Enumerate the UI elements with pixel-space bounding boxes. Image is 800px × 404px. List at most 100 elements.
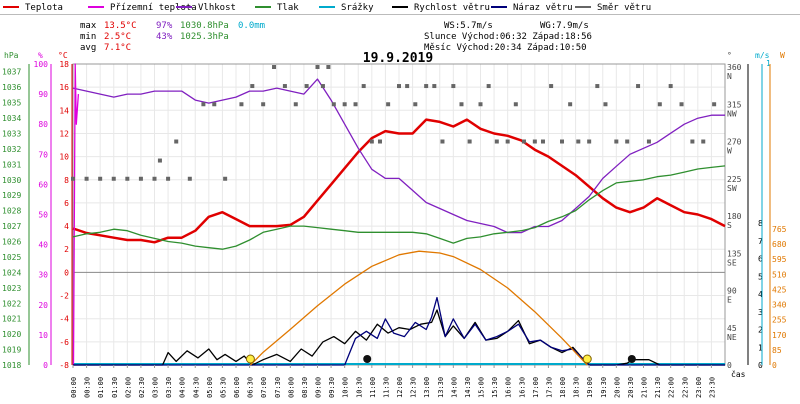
wind-direction-point [315,65,320,70]
tick-hpa: 1035 [2,99,21,108]
x-tick-label: 10:00 [342,377,350,398]
wind-direction-point [636,84,641,89]
moonrise-marker [627,355,636,363]
tick-direction: 270 [727,138,742,147]
series-naraz-vetru [73,296,725,366]
wind-direction-point [568,102,573,107]
x-tick-label: 07:30 [274,377,282,398]
x-tick-label: 23:30 [708,377,716,398]
x-tick-label: 06:30 [247,377,255,398]
tick-hpa: 1033 [2,129,21,138]
tick-percent: 70 [38,150,48,159]
sunrise-marker [245,354,255,364]
wind-direction-point [486,84,491,89]
tick-celsius: -4 [59,315,69,324]
tick-hpa: 1022 [2,299,21,308]
x-tick-label: 16:00 [505,377,513,398]
tick-direction: NE [727,333,737,342]
tick-celsius: -6 [59,338,69,347]
tick-wm2: 765 [772,225,787,234]
legend-label: Náraz větru [513,3,573,13]
tick-hpa: 1026 [2,238,21,247]
tick-wm2: 255 [772,316,787,325]
x-tick-label: 05:00 [206,377,214,398]
left-axes: hPa% °C1037103610351034103310321031103010… [2,51,73,370]
wind-direction-point [152,176,157,181]
x-axis-label: čas [731,369,746,379]
tick-wm2: 595 [772,255,787,264]
tick-percent: 80 [38,120,48,129]
wind-direction-point [282,84,287,89]
tick-direction: N [727,72,732,81]
tick-ms: 2 [758,326,763,335]
x-tick-label: 20:30 [627,377,635,398]
wind-direction-point [440,139,445,144]
tick-hpa: 1021 [2,315,21,324]
tick-direction: W [727,147,732,156]
tick-hpa: 1034 [2,114,21,123]
x-tick-label: 03:30 [165,377,173,398]
legend-label: Směr větru [597,3,651,13]
legend: Teplota Přízemní teplota Vlhkost Tlak Srážky… [0,0,800,15]
legend-label: Tlak [277,3,299,13]
series-teplota [72,118,726,244]
x-tick-label: 10:30 [355,377,363,398]
wind-direction-point [625,139,630,144]
wind-direction-point [326,65,331,70]
wind-direction-point [166,176,171,181]
tick-direction: SE [727,258,737,267]
series-vlhkost [72,78,725,234]
x-tick-label: 22:30 [681,377,689,398]
stat-max-press: 1030.8hPa [180,21,229,31]
stat-min-label: min [80,32,96,42]
tick-ms: 6 [758,255,763,264]
wind-direction-point [614,139,619,144]
wind-direction-point [342,102,347,107]
stat-mesic: Měsíc Východ:20:34 Západ:10:50 [424,43,587,53]
tick-celsius: 18 [59,60,69,69]
tick-direction: 45 [727,324,737,333]
wind-direction-point [646,139,651,144]
x-tick-label: 21:30 [654,377,662,398]
x-tick-label: 19:00 [586,377,594,398]
x-tick-label: 00:00 [70,377,78,398]
wind-direction-point [560,139,564,144]
wind-direction-point [98,176,103,181]
tick-direction: 0 [727,361,732,370]
wind-direction-point [712,102,717,107]
x-tick-label: 08:30 [301,377,309,398]
wind-direction-point [272,65,277,70]
x-tick-label: 00:30 [84,377,92,398]
tick-celsius: 6 [64,199,69,208]
tick-percent: 20 [38,301,48,310]
tick-wm2: 340 [772,301,787,310]
wind-direction-point [451,84,456,89]
x-tick-label: 17:00 [532,377,540,398]
x-tick-label: 03:00 [152,377,160,398]
tick-celsius: 14 [59,106,69,115]
sunset-marker [582,354,592,364]
wind-direction-point [201,102,206,107]
tick-hpa: 1024 [2,268,21,277]
tick-direction: 315 [727,100,742,109]
stat-slunce: Slunce Východ:06:32 Západ:18:56 [424,32,592,42]
stat-min-press: 1025.3hPa [180,32,229,42]
tick-direction: NW [727,109,737,118]
axis-label-ms: m/s [755,51,770,60]
wind-direction-point [405,84,410,89]
wind-direction-point [84,176,89,181]
tick-direction: 90 [727,287,737,296]
axis-label-wm2: W [780,51,785,60]
x-tick-label: 17:30 [545,377,553,398]
x-axis: 00:00 00:30 01:00 01:30 02:00 02:30 03:00 03:30… [70,365,746,398]
x-tick-label: 04:30 [192,377,200,398]
stat-min-hum: 43% [156,32,173,42]
x-tick-label: 14:30 [464,377,472,398]
wind-direction-point [304,84,309,89]
tick-hpa: 1018 [2,361,21,370]
x-tick-label: 19:30 [600,377,608,398]
tick-celsius: 0 [64,268,69,277]
tick-percent: 30 [38,271,48,280]
series-tlak [72,165,726,250]
